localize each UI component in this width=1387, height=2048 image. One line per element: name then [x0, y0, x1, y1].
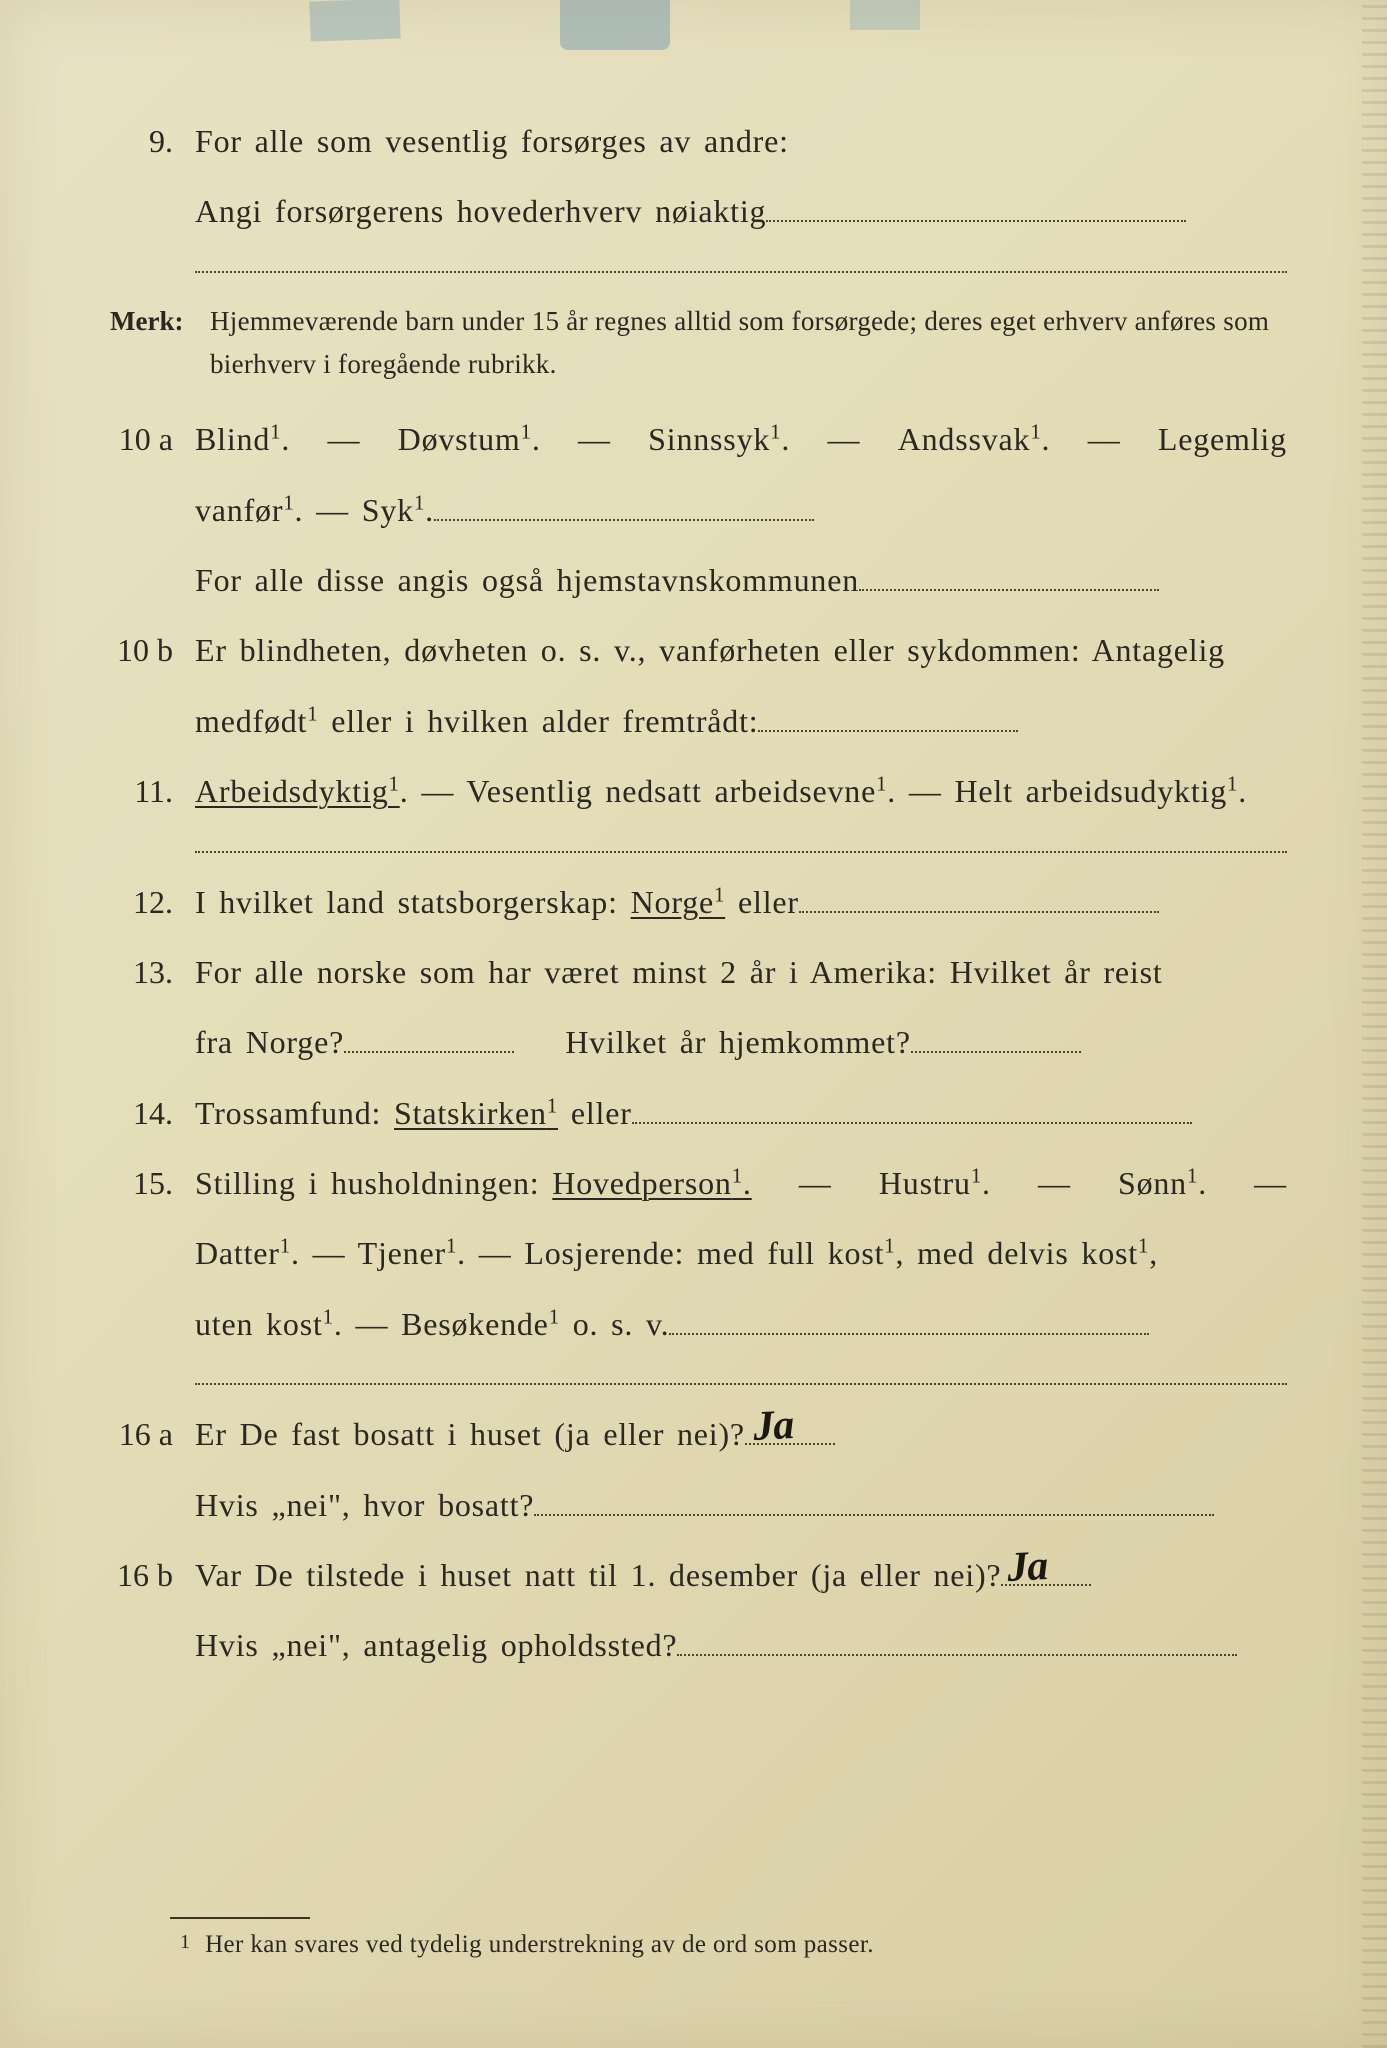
question-10b-line2: medfødt1 eller i hvilken alder fremtrådt… [110, 690, 1287, 752]
fill-line [799, 877, 1159, 912]
fill-line-full [195, 1383, 1287, 1385]
question-9: 9. For alle som vesentlig forsørges av a… [110, 110, 1287, 172]
tape-mark [850, 0, 920, 30]
question-16a-sub: Hvis „nei", hvor bosatt? [110, 1474, 1287, 1536]
question-13-line2: fra Norge? Hvilket år hjemkommet? [110, 1011, 1287, 1073]
footnote-rule [170, 1917, 310, 1919]
question-number: 15. [110, 1152, 195, 1214]
merk-note: Merk: Hjemmeværende barn under 15 år reg… [110, 295, 1287, 386]
question-options: Blind1. — Døvstum1. — Sinnssyk1. — Andss… [195, 408, 1287, 470]
question-number: 12. [110, 871, 195, 933]
fill-line [632, 1088, 1192, 1123]
question-number: 9. [110, 110, 195, 172]
question-number: 10 b [110, 619, 195, 681]
question-16b-sub: Hvis „nei", antagelig opholdssted? [110, 1614, 1287, 1676]
fill-line [434, 485, 814, 520]
merk-label: Merk: [110, 295, 210, 348]
fill-line: Ja [745, 1410, 835, 1445]
question-number: 13. [110, 941, 195, 1003]
question-text: Var De tilstede i huset natt til 1. dese… [195, 1544, 1287, 1606]
question-number: 16 a [110, 1403, 195, 1465]
question-number: 14. [110, 1082, 195, 1144]
fill-line [677, 1621, 1237, 1656]
handwritten-answer: Ja [1006, 1526, 1050, 1610]
question-11: 11. Arbeidsdyktig1. — Vesentlig nedsatt … [110, 760, 1287, 822]
footnote: 1 Her kan svares ved tydelig understrekn… [180, 1931, 1287, 1959]
tape-mark [309, 0, 400, 42]
question-10a-line3: For alle disse angis også hjemstavnskomm… [110, 549, 1287, 611]
question-10a-line2: vanfør1. — Syk1. [110, 479, 1287, 541]
question-text: Trossamfund: Statskirken1 eller [195, 1082, 1287, 1144]
fill-line [534, 1480, 1214, 1515]
question-13: 13. For alle norske som har været minst … [110, 941, 1287, 1003]
fill-line: Ja [1001, 1551, 1091, 1586]
handwritten-answer: Ja [751, 1385, 795, 1469]
fill-line [911, 1018, 1081, 1053]
fill-line [758, 697, 1018, 732]
question-text: Er blindheten, døvheten o. s. v., vanfør… [195, 619, 1287, 681]
question-number: 16 b [110, 1544, 195, 1606]
question-16b: 16 b Var De tilstede i huset natt til 1.… [110, 1544, 1287, 1606]
question-text: I hvilket land statsborgerskap: Norge1 e… [195, 871, 1287, 933]
question-10a: 10 a Blind1. — Døvstum1. — Sinnssyk1. — … [110, 408, 1287, 470]
question-12: 12. I hvilket land statsborgerskap: Norg… [110, 871, 1287, 933]
question-number: 11. [110, 760, 195, 822]
question-10b: 10 b Er blindheten, døvheten o. s. v., v… [110, 619, 1287, 681]
question-15-line3: uten kost1. — Besøkende1 o. s. v. [110, 1293, 1287, 1355]
document-page: 9. For alle som vesentlig forsørges av a… [0, 0, 1387, 2048]
question-9-line2: Angi forsørgerens hovederhverv nøiaktig [110, 180, 1287, 242]
fill-line [344, 1018, 514, 1053]
question-text: Er De fast bosatt i huset (ja eller nei)… [195, 1403, 1287, 1465]
question-text: For alle som vesentlig forsørges av andr… [195, 110, 1287, 172]
footnote-text: Her kan svares ved tydelig understreknin… [205, 1931, 874, 1958]
question-options: Arbeidsdyktig1. — Vesentlig nedsatt arbe… [195, 760, 1287, 822]
fill-line [766, 187, 1186, 222]
question-text: For alle norske som har været minst 2 år… [195, 941, 1287, 1003]
question-text: Stilling i husholdningen: Hovedperson1. … [195, 1152, 1287, 1214]
question-number: 10 a [110, 408, 195, 470]
merk-text: Hjemmeværende barn under 15 år regnes al… [210, 300, 1287, 386]
question-14: 14. Trossamfund: Statskirken1 eller [110, 1082, 1287, 1144]
fill-line [669, 1300, 1149, 1335]
fill-line-full [195, 271, 1287, 273]
question-15: 15. Stilling i husholdningen: Hovedperso… [110, 1152, 1287, 1214]
tape-mark [560, 0, 670, 50]
question-15-line2: Datter1. — Tjener1. — Losjerende: med fu… [110, 1222, 1287, 1284]
fill-line [859, 556, 1159, 591]
fill-line-full [195, 851, 1287, 853]
question-16a: 16 a Er De fast bosatt i huset (ja eller… [110, 1403, 1287, 1465]
